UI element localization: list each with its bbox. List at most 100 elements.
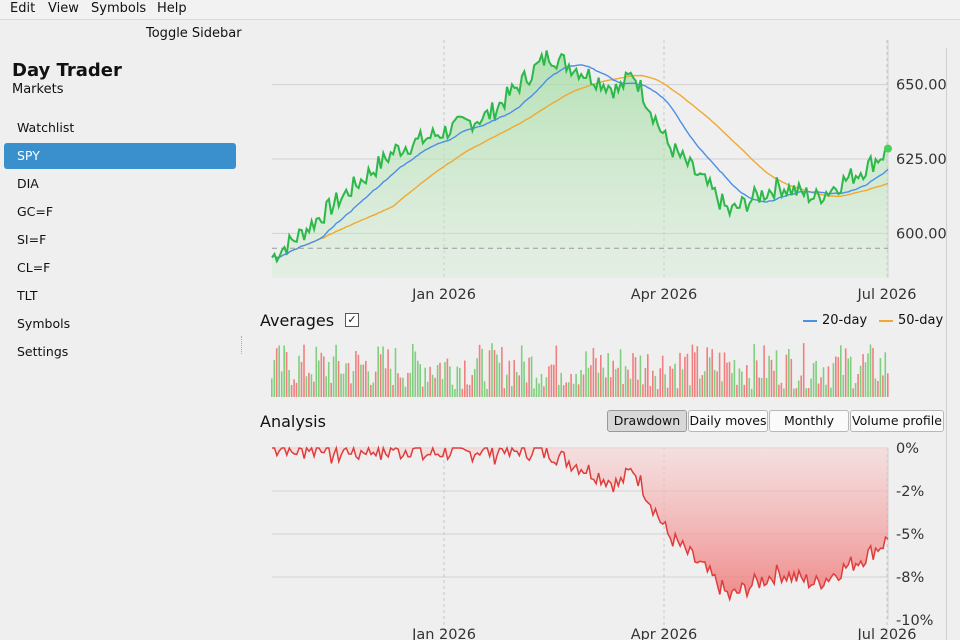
sidebar-item-spy[interactable]: SPY <box>4 143 236 169</box>
volume-bar <box>817 383 820 397</box>
menu-bar: Edit View Symbols Help <box>0 0 960 20</box>
volume-bar <box>444 362 446 397</box>
volume-bar <box>877 380 879 397</box>
volume-bar <box>835 356 837 397</box>
volume-bar <box>555 345 558 397</box>
volume-bar <box>308 372 310 397</box>
volume-bar <box>600 355 602 397</box>
volume-bar <box>315 346 318 397</box>
volume-bar <box>342 373 345 397</box>
volume-bar <box>686 353 689 397</box>
volume-bar <box>464 360 466 397</box>
volume-bar <box>634 357 637 397</box>
volume-bar <box>602 367 605 397</box>
sidebar-item-watchlist[interactable]: Watchlist <box>17 120 75 135</box>
volume-bar <box>748 378 751 397</box>
volume-bar <box>691 344 694 397</box>
volume-bar <box>609 377 612 397</box>
volume-bar <box>684 356 686 397</box>
sidebar-item-cl[interactable]: CL=F <box>17 260 51 275</box>
volume-bar <box>273 360 276 397</box>
volume-bar <box>325 376 327 397</box>
tab-volume-profile[interactable]: Volume profile <box>850 410 944 432</box>
volume-bar <box>793 388 795 397</box>
volume-bar <box>884 352 887 397</box>
volume-bar <box>387 349 389 397</box>
volume-bar <box>538 383 540 397</box>
volume-bar <box>746 365 748 397</box>
averages-checkbox[interactable]: ✓ <box>345 313 359 327</box>
menu-symbols[interactable]: Symbols <box>91 1 147 16</box>
volume-bar <box>550 364 553 397</box>
volume-bar <box>558 384 560 397</box>
volume-bar <box>535 377 538 397</box>
volume-bar <box>652 370 654 397</box>
volume-bar <box>718 352 721 397</box>
menu-help[interactable]: Help <box>157 1 187 16</box>
volume-bar <box>496 354 498 397</box>
volume-bar <box>590 365 592 397</box>
volume-bar <box>523 361 525 397</box>
volume-bar <box>716 371 718 397</box>
sidebar-item-si[interactable]: SI=F <box>17 232 47 247</box>
volume-bar <box>407 372 409 397</box>
volume-bar <box>285 352 288 397</box>
volume-bar <box>755 360 758 397</box>
volume-bar <box>278 345 280 397</box>
volume-bar <box>852 388 854 397</box>
sidebar-item-gc[interactable]: GC=F <box>17 204 54 219</box>
volume-bar <box>614 369 617 397</box>
sidebar-item-tlt[interactable]: TLT <box>17 288 38 303</box>
volume-bar <box>825 384 827 397</box>
volume-bar <box>567 382 570 397</box>
volume-bar <box>575 373 577 397</box>
dd-x-tick-2: Jul 2026 <box>856 627 916 640</box>
dd-line <box>272 445 889 602</box>
volume-bar <box>513 360 515 397</box>
volume-bar <box>501 347 503 397</box>
sidebar-item-symbols[interactable]: Symbols <box>17 316 71 331</box>
volume-bar <box>605 377 607 397</box>
volume-bar <box>768 355 770 397</box>
tab-drawdown[interactable]: Drawdown <box>607 410 687 432</box>
volume-bar <box>530 356 533 397</box>
volume-bar <box>520 345 523 397</box>
volume-bar <box>506 374 508 397</box>
legend-50-day: 50-day <box>879 313 943 328</box>
volume-bar <box>275 348 278 397</box>
volume-bar <box>736 384 738 397</box>
volume-bar <box>357 354 360 397</box>
sidebar-item-dia[interactable]: DIA <box>17 176 39 191</box>
volume-bar <box>283 345 285 397</box>
menu-view[interactable]: View <box>48 1 79 16</box>
volume-bar <box>844 348 847 397</box>
volume-bar <box>493 350 496 397</box>
volume-bar <box>822 367 825 397</box>
volume-bar <box>419 364 421 397</box>
tab-daily-moves[interactable]: Daily moves <box>688 410 768 432</box>
sidebar-splitter-handle[interactable] <box>241 336 244 354</box>
sidebar-item-settings[interactable]: Settings <box>17 344 69 359</box>
volume-bar <box>488 350 491 397</box>
volume-bar <box>842 375 845 397</box>
volume-bar <box>417 360 419 397</box>
volume-bar <box>587 367 590 397</box>
volume-bar <box>731 373 733 397</box>
menu-edit[interactable]: Edit <box>10 1 36 16</box>
volume-bar <box>862 354 864 397</box>
volume-bar <box>644 368 647 397</box>
volume-bar <box>515 372 518 397</box>
analysis-label: Analysis <box>260 412 326 431</box>
tab-monthly[interactable]: Monthly <box>769 410 849 432</box>
volume-bar <box>758 377 760 397</box>
volume-bar <box>597 372 600 397</box>
volume-bar <box>795 388 798 397</box>
volume-chart <box>271 343 889 397</box>
volume-bar <box>511 386 513 397</box>
volume-bar <box>622 384 624 397</box>
volume-bar <box>708 357 711 397</box>
toggle-sidebar-button[interactable]: Toggle Sidebar <box>146 26 242 41</box>
volume-bar <box>703 371 706 397</box>
volume-bar <box>424 367 426 397</box>
